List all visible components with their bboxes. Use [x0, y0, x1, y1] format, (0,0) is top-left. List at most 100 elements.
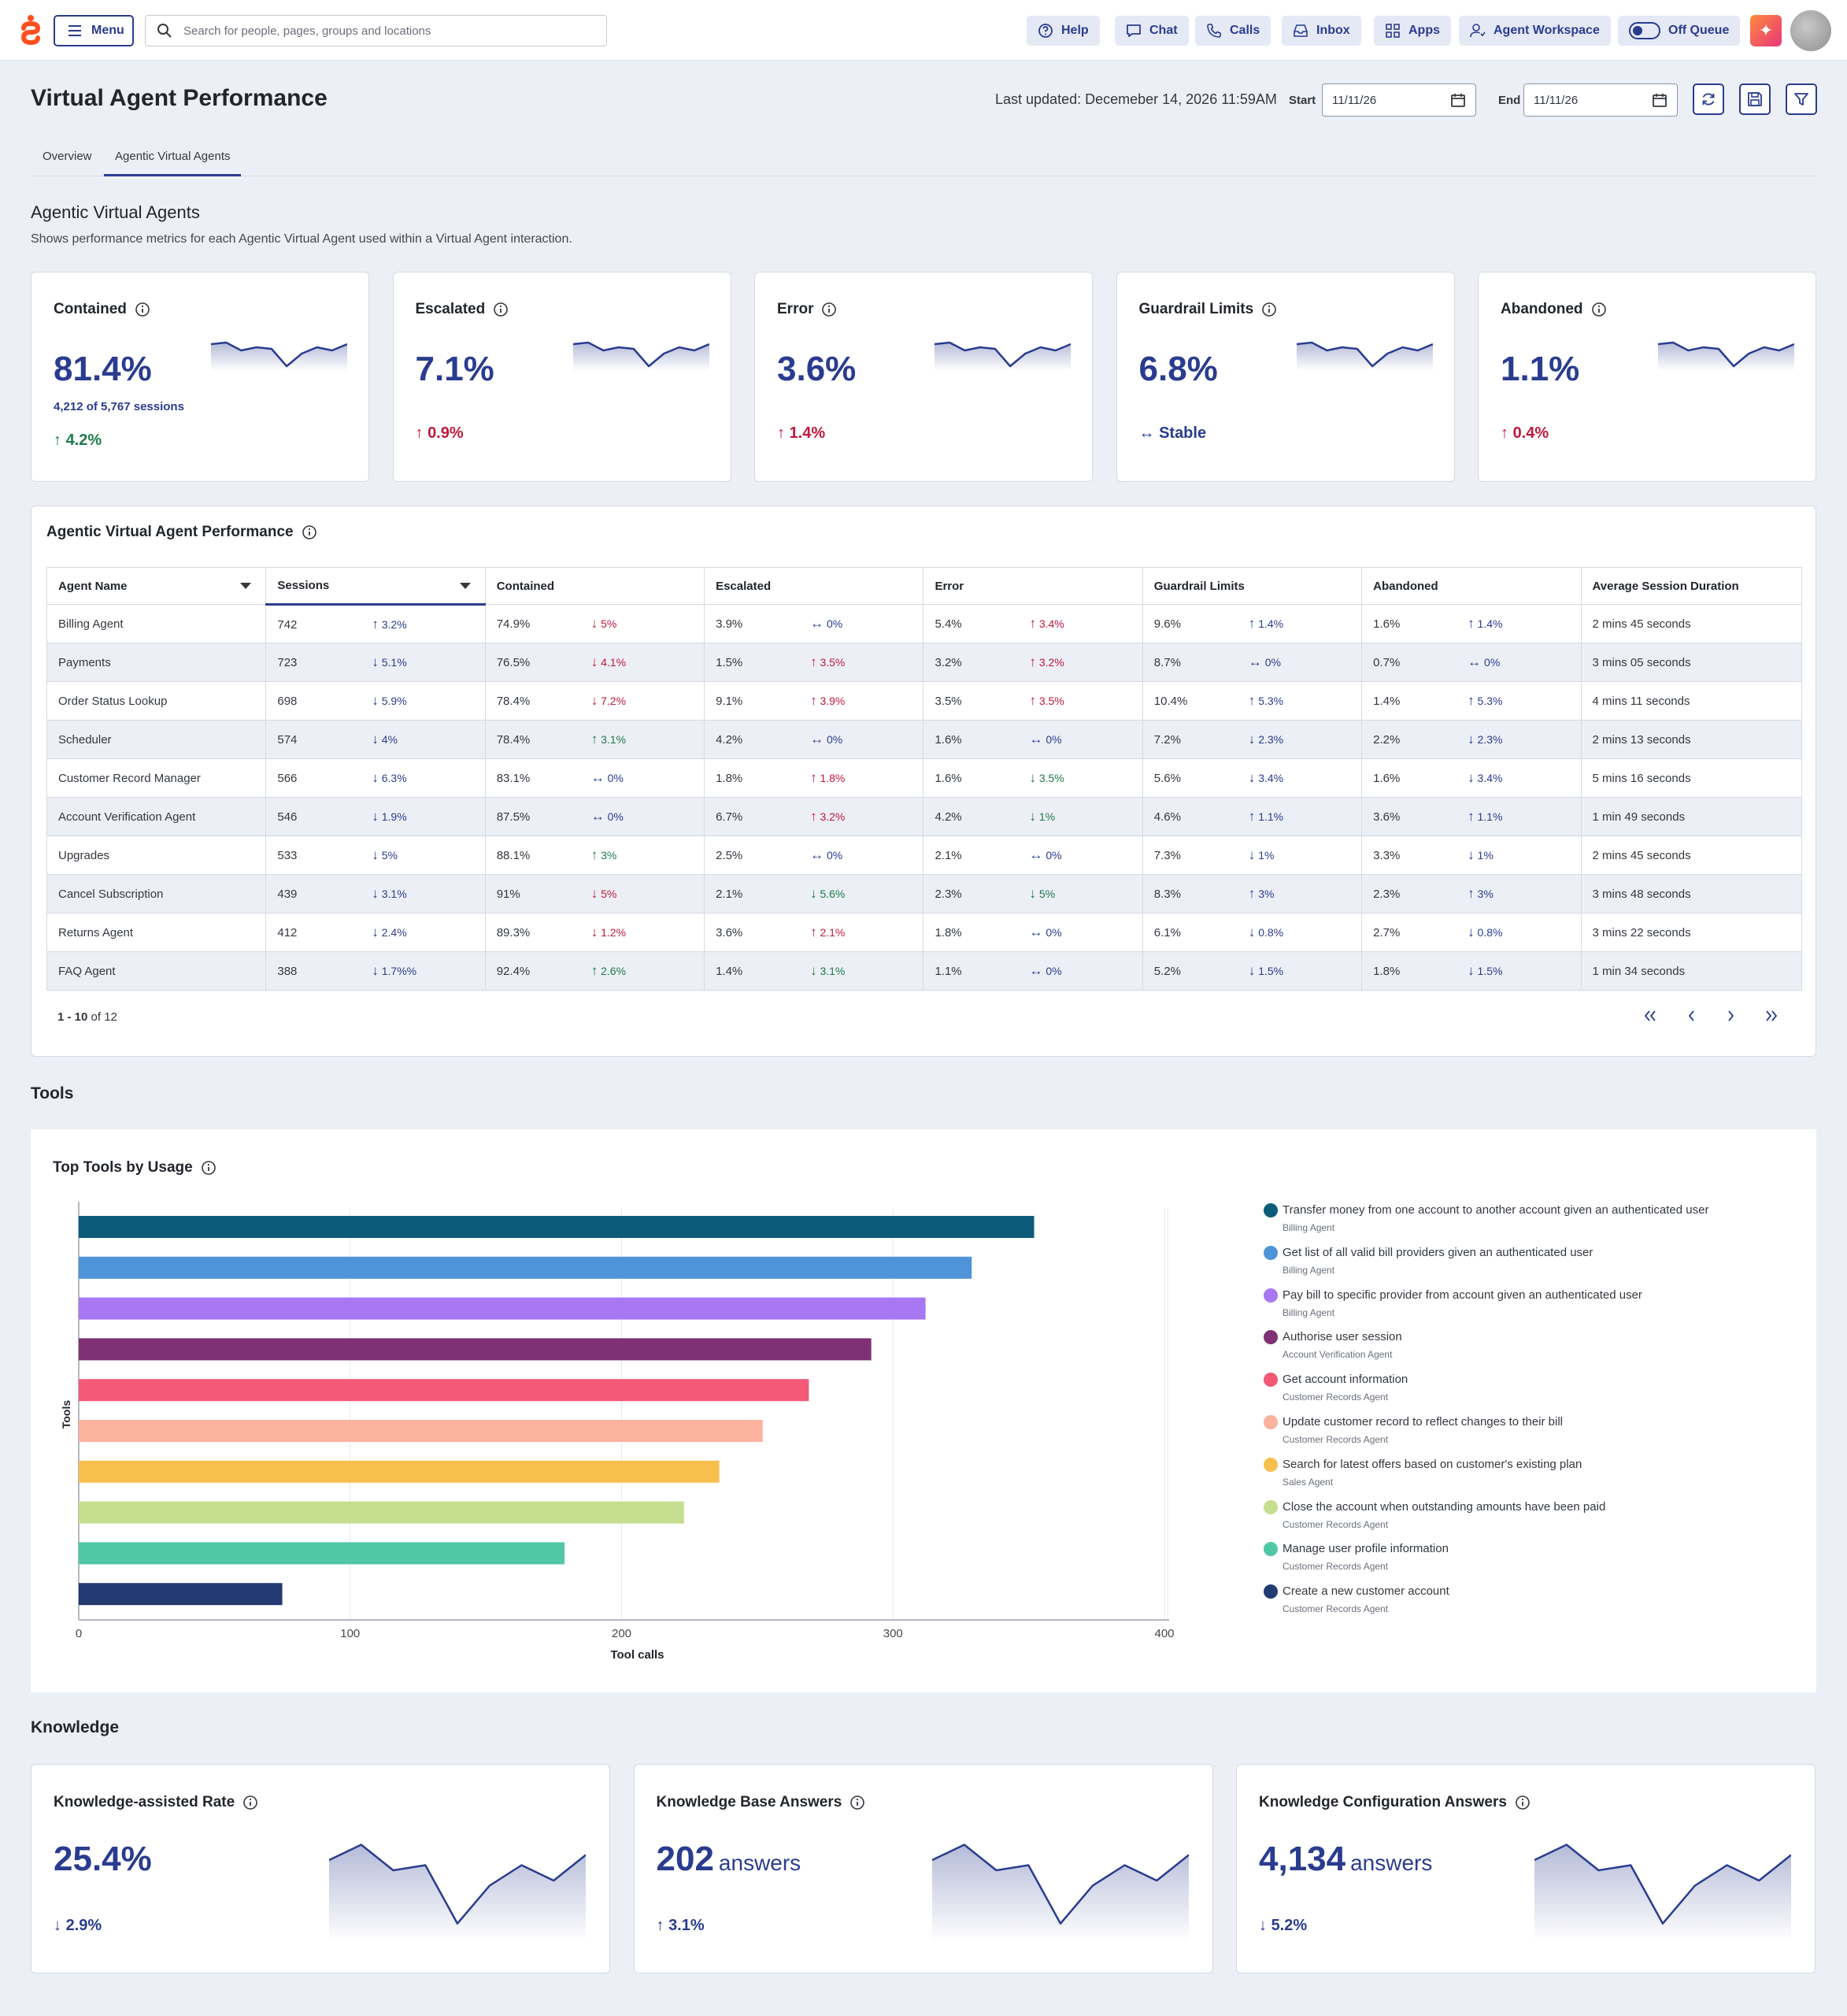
save-icon	[1748, 92, 1762, 106]
genesys-logo-icon[interactable]	[20, 14, 41, 46]
pager-range: 1 - 10	[57, 1010, 88, 1024]
arrow-down-icon: ↓	[810, 963, 817, 978]
table-row[interactable]: Payments 723 ↓ 5.1% 76.5% ↓ 4.1% 1.5% ↑ 3.5% 3.…	[46, 643, 1803, 682]
info-icon[interactable]	[242, 1795, 258, 1810]
agent-name-cell[interactable]: Billing Agent	[46, 604, 267, 643]
metric-delta: ↑ 2.6%	[591, 963, 626, 978]
table-row[interactable]: Upgrades 533 ↓ 5% 88.1% ↑ 3% 2.5% ↔ 0% 2.1% ↔ 0%…	[46, 836, 1803, 875]
column-header-average-session-duration[interactable]: Average Session Duration	[1580, 567, 1803, 605]
info-icon[interactable]	[1261, 302, 1277, 317]
kpi-value: 6.8%	[1138, 350, 1218, 388]
metric-delta: ↓ 2.4%	[372, 925, 406, 939]
menu-button[interactable]: Menu	[54, 15, 134, 46]
info-icon[interactable]	[1591, 302, 1607, 317]
info-icon[interactable]	[302, 524, 317, 540]
metric-value: 78.4%	[496, 695, 531, 708]
metric-value: 89.3%	[496, 926, 531, 939]
first-page-button[interactable]	[1638, 1004, 1662, 1028]
info-icon[interactable]	[493, 302, 509, 317]
arrow-left-right-icon: ↔	[810, 732, 824, 747]
metric-cell: 78.4% ↑ 3.1%	[484, 720, 705, 759]
arrow-up-icon: ↑	[1248, 693, 1256, 708]
caret-down-icon[interactable]	[240, 583, 252, 589]
help-button[interactable]: Help	[1027, 16, 1100, 46]
agent-name-cell[interactable]: Scheduler	[46, 720, 267, 759]
metric-delta: ↓ 2.3%	[1249, 732, 1283, 747]
save-button[interactable]	[1739, 83, 1771, 115]
queue-toggle-switch[interactable]	[1629, 22, 1660, 39]
queue-toggle[interactable]: Off Queue	[1618, 16, 1741, 46]
column-header-abandoned[interactable]: Abandoned	[1361, 567, 1582, 605]
table-row[interactable]: FAQ Agent 388 ↓ 1.7%% 92.4% ↑ 2.6% 1.4% ↓ 3.1%…	[46, 951, 1803, 991]
search-input[interactable]: Search for people, pages, groups and loc…	[145, 15, 607, 46]
search-icon	[157, 24, 172, 38]
info-icon[interactable]	[135, 302, 150, 317]
column-header-guardrail-limits[interactable]: Guardrail Limits	[1142, 567, 1363, 605]
metric-delta-value: 1.5%	[1258, 965, 1284, 977]
apps-button[interactable]: Apps	[1374, 16, 1451, 46]
agent-name-cell[interactable]: FAQ Agent	[46, 951, 267, 991]
calendar-icon[interactable]	[1450, 92, 1466, 108]
next-page-button[interactable]	[1719, 1004, 1743, 1028]
column-header-escalated[interactable]: Escalated	[704, 567, 924, 605]
metric-value: 1.6%	[1373, 617, 1401, 631]
kpi-title-label: Guardrail Limits	[1138, 301, 1254, 317]
agent-name-cell[interactable]: Account Verification Agent	[46, 797, 267, 836]
last-page-button[interactable]	[1760, 1004, 1783, 1028]
agent-name-cell[interactable]: Customer Record Manager	[46, 758, 267, 798]
table-row[interactable]: Cancel Subscription 439 ↓ 3.1% 91% ↓ 5% 2.1% ↓…	[46, 874, 1803, 914]
column-header-sessions[interactable]: Sessions	[265, 567, 486, 606]
table-row[interactable]: Returns Agent 412 ↓ 2.4% 89.3% ↓ 1.2% 3.6% ↑ 2…	[46, 913, 1803, 952]
column-header-agent-name[interactable]: Agent Name	[46, 567, 267, 605]
arrow-up-icon: ↑	[810, 809, 817, 824]
calls-button[interactable]: Calls	[1195, 16, 1271, 46]
chat-button[interactable]: Chat	[1115, 16, 1189, 46]
caret-down-icon[interactable]	[459, 582, 471, 589]
info-icon[interactable]	[821, 302, 837, 317]
filter-button[interactable]	[1786, 83, 1817, 115]
avatar[interactable]	[1790, 10, 1831, 51]
agent-name-cell[interactable]: Cancel Subscription	[46, 874, 267, 914]
metric-value: 2.3%	[935, 888, 962, 901]
ai-assistant-icon[interactable]: ✦	[1750, 15, 1782, 46]
table-row[interactable]: Order Status Lookup 698 ↓ 5.9% 78.4% ↓ 7.2% 9…	[46, 681, 1803, 721]
metric-cell: 439 ↓ 3.1%	[265, 874, 486, 914]
end-date-field[interactable]: 11/11/26	[1523, 83, 1678, 117]
info-icon[interactable]	[1515, 1795, 1531, 1810]
prev-page-button[interactable]	[1679, 1004, 1703, 1028]
metric-cell: 2.3% ↓ 5%	[923, 874, 1143, 914]
legend-agent-name: Billing Agent	[1283, 1264, 1335, 1276]
inbox-button[interactable]: Inbox	[1282, 16, 1361, 46]
legend-agent-name: Customer Records Agent	[1283, 1434, 1389, 1445]
info-icon[interactable]	[849, 1795, 865, 1810]
metric-delta: ↓ 1.2%	[591, 925, 626, 939]
metric-delta-value: 0%	[826, 617, 843, 630]
agent-name-cell[interactable]: Order Status Lookup	[46, 681, 267, 721]
metric-cell: 4.6% ↑ 1.1%	[1142, 797, 1363, 836]
calendar-icon[interactable]	[1652, 92, 1667, 108]
metric-value: 10.4%	[1153, 695, 1188, 708]
arrow-up-icon: ↑	[1248, 886, 1256, 901]
metric-delta: ↓ 3.4%	[1249, 770, 1283, 785]
table-row[interactable]: Customer Record Manager 566 ↓ 6.3% 83.1% ↔ 0…	[46, 758, 1803, 798]
start-date-field[interactable]: 11/11/26	[1322, 83, 1476, 117]
metric-value: 723	[277, 656, 298, 669]
column-header-error[interactable]: Error	[923, 567, 1143, 605]
agent-name-cell[interactable]: Returns Agent	[46, 913, 267, 952]
info-icon[interactable]	[201, 1160, 217, 1176]
agent-name-cell[interactable]: Payments	[46, 643, 267, 682]
agent-name-cell[interactable]: Upgrades	[46, 836, 267, 875]
table-row[interactable]: Scheduler 574 ↓ 4% 78.4% ↑ 3.1% 4.2% ↔ 0% 1.6% ↔…	[46, 720, 1803, 759]
column-header-contained[interactable]: Contained	[484, 567, 705, 605]
metric-delta-value: 3.1%	[601, 733, 627, 746]
agent-workspace-button[interactable]: Agent Workspace	[1459, 16, 1611, 46]
tab-overview[interactable]: Overview	[43, 150, 92, 163]
tab-agentic-virtual-agents[interactable]: Agentic Virtual Agents	[104, 150, 242, 176]
metric-delta: ↓ 6.3%	[372, 770, 406, 785]
refresh-button[interactable]	[1693, 83, 1724, 115]
metric-cell: 412 ↓ 2.4%	[265, 913, 486, 952]
table-row[interactable]: Account Verification Agent 546 ↓ 1.9% 87.5%…	[46, 797, 1803, 836]
metric-delta-value: 1.8%	[820, 772, 846, 784]
table-row[interactable]: Billing Agent 742 ↑ 3.2% 74.9% ↓ 5% 3.9% ↔ 0% 5…	[46, 604, 1803, 643]
duration-cell: 5 mins 16 seconds	[1580, 758, 1803, 798]
